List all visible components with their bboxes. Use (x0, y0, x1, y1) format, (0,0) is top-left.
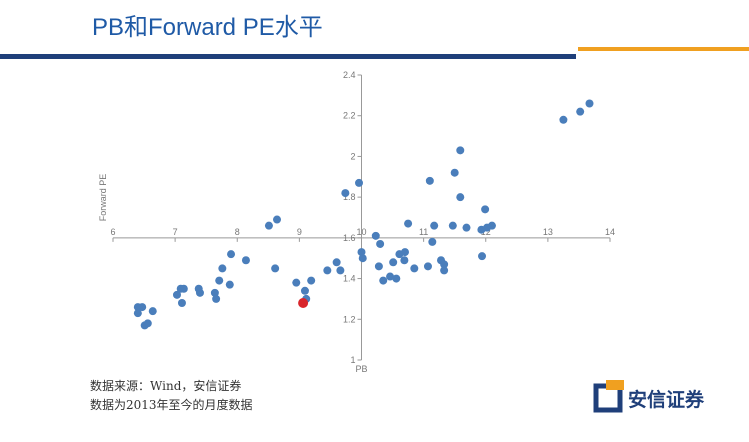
point (428, 237, 437, 246)
point (300, 286, 309, 295)
point (425, 176, 434, 185)
point (440, 266, 449, 275)
point (386, 272, 395, 281)
header-accent (578, 47, 749, 51)
point (172, 290, 181, 299)
point (195, 288, 204, 297)
point (133, 309, 142, 318)
point (376, 239, 385, 248)
x-tick-label: 6 (110, 227, 115, 237)
point (227, 250, 236, 259)
point (450, 168, 459, 177)
point (355, 178, 364, 187)
y-tick-label: 1.4 (343, 274, 356, 284)
point (271, 264, 280, 273)
x-tick-label: 7 (173, 227, 178, 237)
point (576, 107, 585, 116)
point (273, 215, 282, 224)
point (374, 262, 383, 271)
point (218, 264, 227, 273)
y-tick-label: 2.2 (343, 111, 356, 121)
y-tick-label: 1 (350, 355, 355, 365)
header-bar (0, 54, 576, 59)
point (358, 254, 367, 263)
point (292, 278, 301, 287)
point (440, 260, 449, 269)
point (323, 266, 332, 275)
point (487, 221, 496, 230)
x-axis-title: PB (355, 364, 367, 374)
point (585, 99, 594, 108)
period-note: 数据为2013年至今的月度数据 (90, 397, 253, 412)
point (392, 274, 401, 283)
point (371, 231, 380, 240)
point (462, 223, 471, 232)
point (379, 276, 388, 285)
point (389, 258, 398, 267)
point (400, 248, 409, 257)
point (210, 288, 219, 297)
y-tick-label: 2 (350, 151, 355, 161)
point (478, 252, 487, 261)
point (179, 284, 188, 293)
point (336, 266, 345, 275)
logo-accent (606, 380, 624, 390)
point (215, 276, 224, 285)
point (138, 303, 147, 312)
point (212, 294, 221, 303)
point (148, 307, 157, 316)
point (456, 146, 465, 155)
y-tick-label: 1.6 (343, 233, 356, 243)
point (559, 115, 568, 124)
x-tick-label: 10 (356, 227, 366, 237)
point (357, 248, 366, 257)
point (307, 276, 316, 285)
point (481, 205, 490, 214)
x-tick-label: 9 (297, 227, 302, 237)
y-axis-title: Forward PE (98, 174, 108, 222)
x-tick-label: 12 (481, 227, 491, 237)
point (143, 319, 152, 328)
x-tick-label: 13 (543, 227, 553, 237)
slide-title: PB和Forward PE水平 (92, 14, 323, 41)
y-tick-label: 1.2 (343, 314, 356, 324)
logo-text: 安信证券 (628, 388, 705, 411)
point (225, 280, 234, 289)
point (264, 221, 273, 230)
y-tick-label: 1.8 (343, 192, 356, 202)
point (177, 299, 186, 307)
point (400, 256, 409, 265)
x-tick-label: 8 (235, 227, 240, 237)
point (332, 258, 341, 267)
point (448, 221, 457, 230)
x-tick-label: 11 (419, 227, 428, 237)
point (404, 219, 413, 228)
point (241, 256, 250, 265)
plot: 6 7 8 9 10 11 12 13 14 1 1.2 1.4 1.6 1.8 2 2.2 2.4 PB Forw… (98, 70, 615, 374)
y-tick-label: 2.4 (343, 70, 356, 80)
point (430, 221, 439, 230)
point (410, 264, 419, 273)
source-note: 数据来源：Wind，安信证券 (90, 378, 241, 393)
point (341, 189, 350, 198)
highlight-point (298, 298, 309, 308)
x-tick-label: 14 (605, 227, 615, 237)
point (423, 262, 432, 271)
point (456, 193, 465, 202)
